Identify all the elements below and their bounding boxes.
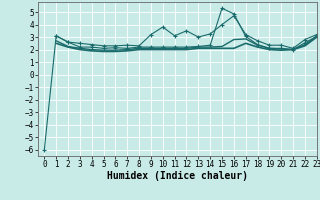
X-axis label: Humidex (Indice chaleur): Humidex (Indice chaleur) (107, 171, 248, 181)
